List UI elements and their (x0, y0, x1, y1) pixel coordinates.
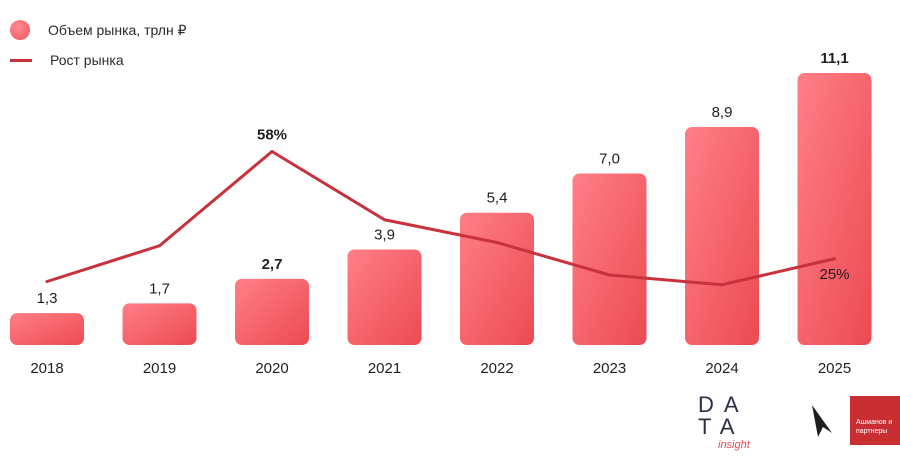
growth-point-2020 (270, 150, 274, 153)
ashmanov-logo: Ашманов и партнеры (850, 396, 900, 445)
growth-point-2024 (720, 283, 724, 287)
bar-value-label-2021: 3,9 (374, 226, 395, 243)
growth-line (46, 150, 835, 287)
growth-point-2022 (495, 241, 499, 244)
chart-legend: Объем рынка, трлн ₽ Рост рынка (10, 18, 187, 78)
data-insight-logo-text: DA TA (698, 392, 749, 439)
growth-label-2020: 58% (257, 127, 287, 144)
x-tick-label-2021: 2021 (368, 360, 401, 377)
bar-2021 (347, 249, 422, 345)
x-tick-label-2025: 2025 (818, 360, 851, 377)
x-tick-label-2023: 2023 (593, 360, 626, 377)
bar-2020 (235, 278, 309, 345)
bar-value-label-2023: 7,0 (599, 151, 620, 168)
bar-2024 (685, 126, 759, 345)
growth-point-2021 (383, 218, 386, 222)
legend-label-market-volume: Объем рынка, трлн ₽ (48, 21, 187, 38)
x-tick-label-2022: 2022 (480, 360, 513, 377)
bar-2019 (122, 303, 197, 345)
growth-point-2019 (158, 244, 161, 248)
market-chart: 1,3 2018 1,7 2019 2,7 2020 3,9 2021 5,4 2022 7,0 20… (10, 50, 872, 377)
x-tick-label-2024: 2024 (705, 360, 738, 377)
bar-2018 (10, 313, 84, 345)
data-insight-logo-tagline: insight (718, 439, 750, 451)
x-tick-label-2020: 2020 (255, 360, 288, 377)
bar-value-label-2022: 5,4 (487, 190, 508, 207)
legend-bar-swatch (10, 20, 30, 40)
bar-value-label-2025: 11,1 (820, 50, 848, 67)
legend-label-market-growth: Рост рынка (50, 52, 124, 68)
bar-2025 (797, 73, 872, 346)
bar-value-label-2020: 2,7 (262, 256, 283, 273)
legend-item-market-growth: Рост рынка (10, 48, 187, 72)
bar-value-label-2019: 1,7 (149, 280, 170, 297)
cursor-logo-icon (812, 405, 832, 437)
x-tick-label-2018: 2018 (30, 360, 63, 377)
bar-2022 (460, 212, 534, 345)
bar-2023 (572, 173, 647, 345)
growth-label-2025: 25% (819, 266, 849, 283)
legend-item-market-volume: Объем рынка, трлн ₽ (10, 18, 187, 42)
bar-value-label-2024: 8,9 (712, 104, 733, 121)
bar-value-label-2018: 1,3 (37, 290, 58, 307)
growth-point-2025 (833, 257, 836, 261)
x-tick-label-2019: 2019 (143, 360, 176, 377)
legend-line-swatch (10, 58, 32, 62)
data-insight-logo: DA TA insight (698, 392, 750, 452)
growth-point-2023 (608, 273, 611, 277)
growth-point-2018 (45, 280, 49, 283)
